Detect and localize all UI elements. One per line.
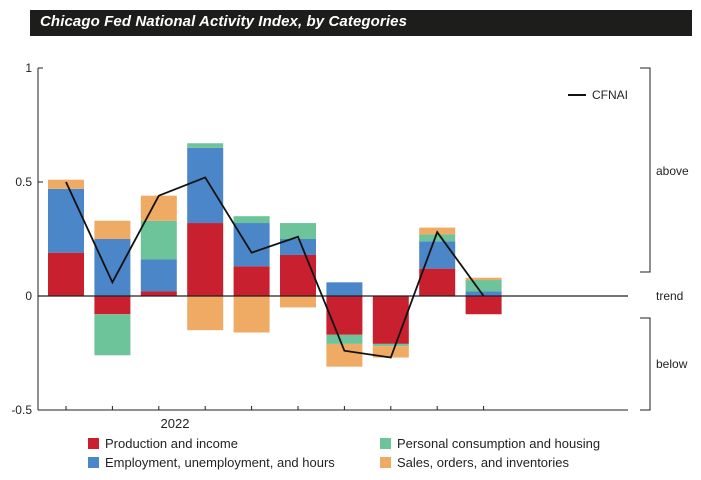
bar-segment-1-4 — [233, 223, 270, 267]
y-tick-label: -0.5 — [11, 403, 32, 417]
bar-segment-2-7 — [372, 343, 409, 347]
legend-swatch-production — [88, 438, 99, 449]
bar-segment-2-5 — [280, 223, 316, 239]
legend-label-employment: Employment, unemployment, and hours — [105, 455, 335, 470]
x-year-label: 2022 — [161, 416, 190, 431]
bar-segment-1-9 — [465, 291, 502, 296]
bar-segment-1-3 — [187, 147, 224, 224]
annotation-trend: trend — [656, 289, 683, 303]
legend-label-consumption: Personal consumption and housing — [397, 436, 601, 451]
bar-segment-0-0 — [48, 252, 84, 296]
legend-label-sales: Sales, orders, and inventories — [397, 455, 569, 470]
bar-segment-3-2 — [140, 195, 177, 221]
legend-swatch-consumption — [380, 438, 391, 449]
bar-segment-2-4 — [233, 216, 270, 224]
bar-segment-1-1 — [94, 239, 131, 296]
annotation-above: above — [656, 164, 689, 178]
bar-segment-2-8 — [419, 234, 456, 242]
bar-segment-1-5 — [280, 239, 316, 255]
bar-segment-1-6 — [326, 282, 363, 296]
bar-segment-3-6 — [326, 343, 363, 367]
annotation-below: below — [656, 357, 688, 371]
chart-title: Chicago Fed National Activity Index, by … — [40, 13, 408, 30]
bar-segment-0-9 — [465, 296, 502, 315]
bar-segment-2-9 — [465, 280, 502, 292]
bar-segment-0-4 — [233, 266, 270, 296]
bar-segment-0-5 — [280, 254, 316, 296]
bar-segment-0-6 — [326, 296, 363, 335]
bar-segment-0-8 — [419, 268, 456, 296]
y-tick-label: 1 — [25, 61, 32, 75]
bar-segment-3-4 — [233, 296, 270, 333]
bar-segment-3-3 — [187, 296, 224, 331]
title-bar: Chicago Fed National Activity Index, by … — [30, 10, 692, 36]
legend-swatch-sales — [380, 457, 391, 468]
legend-label-production: Production and income — [105, 436, 238, 451]
bar-segment-3-7 — [372, 346, 409, 358]
bar-segment-3-1 — [94, 220, 131, 239]
bar-segment-1-2 — [140, 259, 177, 292]
bar-segment-0-2 — [140, 291, 177, 296]
bar-segment-0-3 — [187, 223, 224, 296]
legend-item-production: Production and income — [88, 436, 238, 451]
bar-segment-3-0 — [48, 179, 84, 189]
bar-segment-3-9 — [465, 277, 502, 281]
legend-item-sales: Sales, orders, and inventories — [380, 455, 569, 470]
bar-segment-2-6 — [326, 334, 363, 344]
y-tick-label: 0 — [25, 289, 32, 303]
below-bracket — [640, 317, 651, 411]
legend-swatch-employment — [88, 457, 99, 468]
bar-segment-2-1 — [94, 314, 131, 356]
bar-segment-0-1 — [94, 296, 131, 315]
bar-segment-2-3 — [187, 143, 224, 148]
bar-segment-3-5 — [280, 296, 316, 308]
legend-label-cfnai: CFNAI — [592, 88, 628, 102]
legend-item-consumption: Personal consumption and housing — [380, 436, 600, 451]
y-tick-label: 0.5 — [15, 175, 32, 189]
legend-item-employment: Employment, unemployment, and hours — [88, 455, 335, 470]
bar-segment-0-7 — [372, 296, 409, 344]
bar-segment-2-2 — [140, 220, 177, 260]
bar-segment-1-0 — [48, 188, 84, 253]
cfnai-line — [65, 176, 485, 359]
above-bracket — [640, 67, 651, 273]
